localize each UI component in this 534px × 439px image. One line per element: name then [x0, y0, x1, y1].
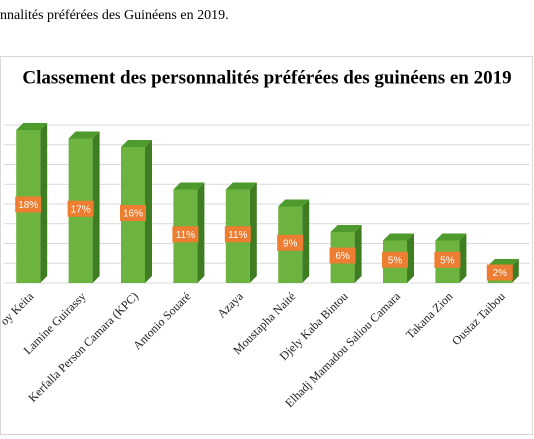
bar-top [487, 259, 519, 266]
value-label-box [172, 226, 199, 243]
bar-side [92, 131, 100, 283]
bar-top [330, 225, 362, 232]
value-label-box [382, 251, 408, 268]
bar-side [40, 123, 48, 283]
bar-top [383, 233, 414, 241]
bar-top [16, 123, 48, 130]
value-label: 11% [176, 230, 195, 241]
value-label: 2% [493, 268, 508, 279]
bar-top [121, 140, 152, 147]
bar-top [225, 182, 257, 190]
bar-top [173, 182, 205, 190]
bar-side [197, 182, 205, 283]
value-label: 18% [18, 200, 38, 211]
value-label-box [67, 200, 94, 217]
value-label: 16% [123, 209, 143, 220]
value-label: 5% [388, 255, 403, 266]
value-label-box [486, 264, 513, 281]
value-label: 17% [71, 204, 91, 215]
caption: nnalités préférées des Guinéens en 2019. [0, 8, 229, 23]
value-label-box [434, 251, 461, 268]
value-label: 6% [335, 251, 350, 262]
chart-title: Classement des personnalités préférées d… [22, 67, 511, 88]
value-label-box [224, 226, 251, 243]
value-label: 11% [228, 230, 247, 241]
bar-side [145, 140, 152, 283]
value-label-box [120, 205, 146, 221]
value-label: 5% [440, 255, 455, 266]
value-label-box [15, 196, 42, 213]
bar-side [511, 259, 519, 283]
value-label-box [329, 247, 356, 264]
value-label: 9% [283, 238, 298, 249]
bar-top [68, 131, 100, 139]
bar-top [435, 233, 467, 241]
bar-side [354, 225, 362, 283]
value-label-box [277, 234, 304, 251]
bar-side [459, 233, 467, 283]
bar-side [302, 199, 310, 283]
bar-side [407, 233, 414, 283]
bar-top [278, 199, 310, 207]
bar-side [249, 182, 257, 283]
